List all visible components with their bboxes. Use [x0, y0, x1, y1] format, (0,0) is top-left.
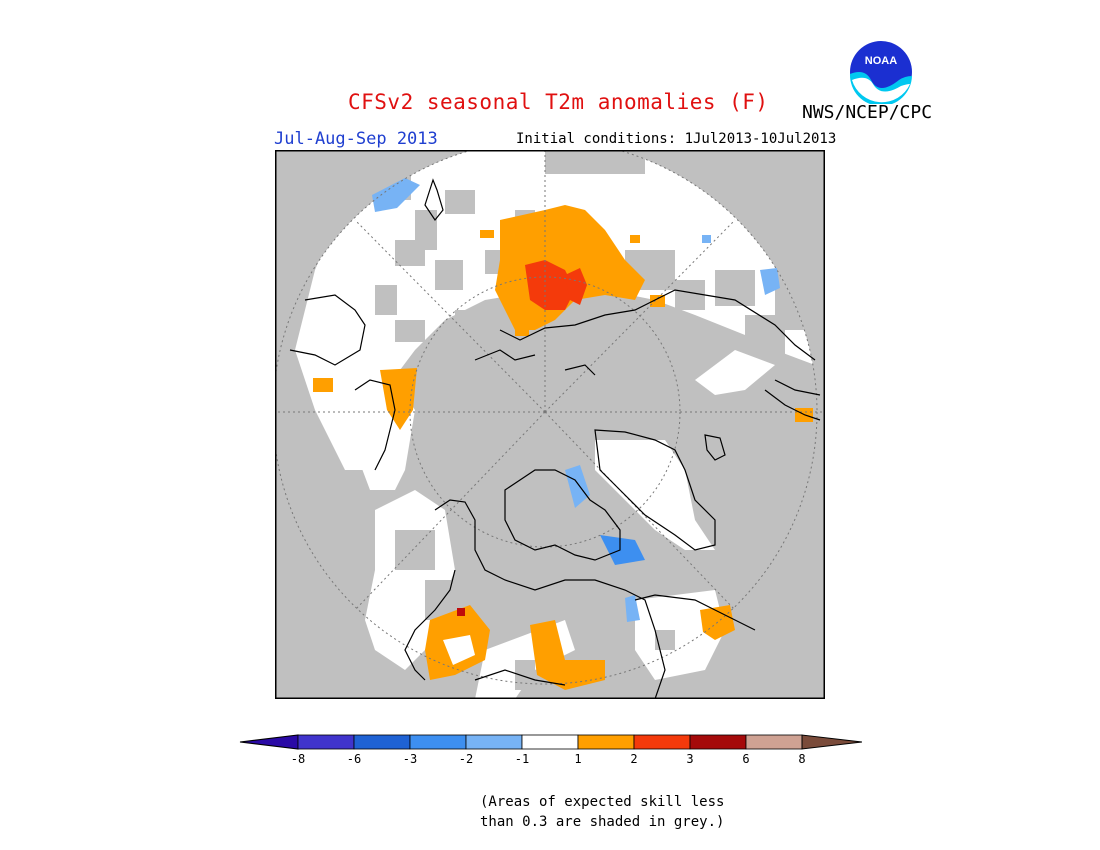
colorbar-arrow-right [801, 734, 862, 750]
organization-label: NWS/NCEP/CPC [802, 102, 933, 123]
map-frame [275, 150, 825, 699]
red-siberia [525, 260, 575, 310]
colorbar-swatch [521, 734, 579, 750]
colorbar-tick-label: -2 [458, 752, 474, 766]
colorbar-tick-label: -8 [290, 752, 306, 766]
blue-arctic [565, 465, 590, 508]
colorbar-tick-label: 6 [742, 752, 750, 766]
graticule [275, 150, 825, 685]
colorbar-tick-label: 2 [630, 752, 638, 766]
orange-atlantic [380, 368, 417, 430]
blue-canada [600, 535, 645, 565]
colorbar-tick-label: -6 [346, 752, 362, 766]
anomaly-map [275, 150, 825, 699]
colorbar-swatch [745, 734, 803, 750]
colorbar [239, 734, 862, 750]
colorbar-tick-label: -3 [402, 752, 418, 766]
skill-note-line2: than 0.3 are shaded in grey.) [480, 814, 725, 830]
colorbar-arrow-left [239, 734, 299, 750]
colorbar-swatch [633, 734, 691, 750]
colorbar-tick-label: 8 [798, 752, 806, 766]
colorbar-swatch [353, 734, 411, 750]
white-greenland [595, 440, 715, 550]
colorbar-swatch [689, 734, 747, 750]
colorbar-swatch [409, 734, 467, 750]
skill-note: (Areas of expected skill less than 0.3 a… [480, 792, 724, 832]
chart-title: CFSv2 seasonal T2m anomalies (F) [348, 90, 769, 114]
colorbar-swatch [297, 734, 355, 750]
blue-pacific [372, 178, 420, 212]
noaa-logo: NOAA [849, 41, 912, 104]
initial-conditions-label: Initial conditions: 1Jul2013-10Jul2013 [516, 131, 837, 147]
noaa-logo-text: NOAA [865, 55, 897, 67]
colorbar-tick-label: 1 [574, 752, 582, 766]
colorbar-tick-label: -1 [514, 752, 530, 766]
colorbar-swatch [465, 734, 523, 750]
coastlines [289, 178, 821, 699]
colorbar-tick-label: 3 [686, 752, 694, 766]
skill-note-line1: (Areas of expected skill less [480, 794, 725, 810]
period-label: Jul-Aug-Sep 2013 [274, 129, 438, 149]
orange-central-america [530, 620, 605, 690]
colorbar-swatch [577, 734, 635, 750]
